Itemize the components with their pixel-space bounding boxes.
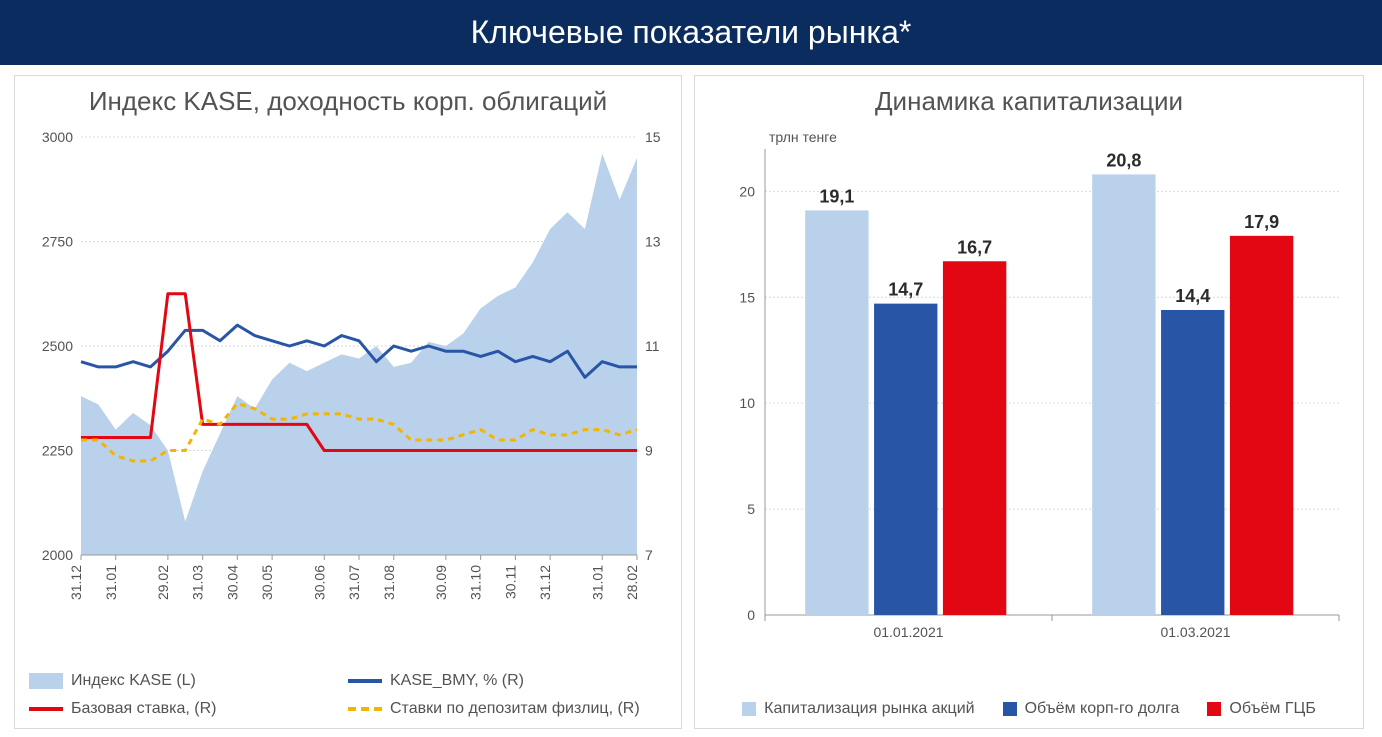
svg-text:30.11: 30.11 (502, 565, 518, 599)
svg-text:30.05: 30.05 (259, 565, 275, 600)
legend-item: Базовая ставка, (R) (29, 700, 348, 718)
page-title: Ключевые показатели рынка* (0, 0, 1382, 65)
svg-text:31.03: 31.03 (190, 565, 206, 600)
legend-swatch (742, 702, 756, 716)
legend-swatch (29, 707, 63, 711)
legend-item: Объём ГЦБ (1207, 700, 1315, 718)
legend-item: Ставки по депозитам физлиц, (R) (348, 700, 667, 718)
svg-text:28.02: 28.02 (624, 565, 640, 600)
svg-text:16,7: 16,7 (957, 237, 992, 257)
svg-text:31.01: 31.01 (589, 565, 605, 600)
legend-label: KASE_BMY, % (R) (390, 672, 524, 690)
line-chart-plot: 2000 2250 2500 2750 3000 7 9 11 13 15 31.12 31.01 29… (27, 127, 669, 664)
line-chart-legend: Индекс KASE (L) KASE_BMY, % (R) Базовая ст… (15, 664, 681, 728)
legend-item: Объём корп-го долга (1003, 700, 1180, 718)
svg-text:3000: 3000 (42, 129, 73, 145)
legend-swatch (1207, 702, 1221, 716)
line-chart-svg: 2000 2250 2500 2750 3000 7 9 11 13 15 31.12 31.01 29… (27, 127, 671, 617)
bar-chart-plot: трлн тенге 0 5 10 15 20 19,1 14,7 16,7 01.01.202… (707, 127, 1351, 692)
svg-text:0: 0 (747, 607, 755, 623)
svg-text:29.02: 29.02 (155, 565, 171, 600)
legend-item: Капитализация рынка акций (742, 700, 974, 718)
svg-text:31.12: 31.12 (537, 565, 553, 600)
charts-container: Индекс KASE, доходность корп. облигаций … (0, 65, 1382, 729)
svg-text:31.07: 31.07 (346, 565, 362, 600)
svg-text:5: 5 (747, 501, 755, 517)
svg-text:31.08: 31.08 (381, 565, 397, 600)
svg-text:2750: 2750 (42, 234, 73, 250)
bar-chart-svg: 0 5 10 15 20 19,1 14,7 16,7 01.01.2021 20,8 14,4 17… (707, 127, 1353, 657)
legend-label: Объём корп-го долга (1025, 700, 1180, 718)
svg-text:01.03.2021: 01.03.2021 (1160, 624, 1230, 640)
svg-text:31.10: 31.10 (468, 565, 484, 600)
bar-chart-yunit: трлн тенге (769, 129, 837, 145)
bar-chart-panel: Динамика капитализации трлн тенге 0 5 10 15… (694, 75, 1364, 729)
svg-text:19,1: 19,1 (819, 186, 854, 206)
legend-label: Ставки по депозитам физлиц, (R) (390, 700, 640, 718)
bar-chart-legend: Капитализация рынка акций Объём корп-го д… (695, 692, 1363, 728)
line-chart-title: Индекс KASE, доходность корп. облигаций (15, 76, 681, 121)
svg-text:15: 15 (645, 129, 661, 145)
svg-text:13: 13 (645, 234, 661, 250)
svg-text:01.01.2021: 01.01.2021 (873, 624, 943, 640)
svg-text:31.12: 31.12 (68, 565, 84, 600)
svg-text:20,8: 20,8 (1106, 150, 1141, 170)
svg-text:9: 9 (645, 443, 653, 459)
line-chart-panel: Индекс KASE, доходность корп. облигаций … (14, 75, 682, 729)
legend-label: Индекс KASE (L) (71, 672, 196, 690)
legend-label: Капитализация рынка акций (764, 700, 974, 718)
legend-swatch (348, 679, 382, 683)
svg-text:10: 10 (739, 395, 755, 411)
svg-text:14,7: 14,7 (888, 280, 923, 300)
legend-swatch (29, 673, 63, 689)
svg-text:15: 15 (739, 289, 755, 305)
bar-chart-title: Динамика капитализации (695, 76, 1363, 121)
legend-label: Объём ГЦБ (1229, 700, 1315, 718)
svg-text:30.06: 30.06 (311, 565, 327, 600)
svg-text:31.01: 31.01 (103, 565, 119, 600)
svg-text:11: 11 (645, 338, 660, 354)
svg-text:14,4: 14,4 (1175, 286, 1210, 306)
svg-text:30.04: 30.04 (224, 565, 240, 600)
svg-text:17,9: 17,9 (1244, 212, 1279, 232)
legend-item: KASE_BMY, % (R) (348, 672, 667, 690)
svg-text:2500: 2500 (42, 338, 73, 354)
svg-text:2250: 2250 (42, 443, 73, 459)
legend-label: Базовая ставка, (R) (71, 700, 217, 718)
legend-swatch (348, 707, 382, 711)
legend-item: Индекс KASE (L) (29, 672, 348, 690)
svg-text:20: 20 (739, 183, 755, 199)
svg-text:2000: 2000 (42, 547, 73, 563)
svg-text:30.09: 30.09 (433, 565, 449, 600)
legend-swatch (1003, 702, 1017, 716)
svg-text:7: 7 (645, 547, 653, 563)
